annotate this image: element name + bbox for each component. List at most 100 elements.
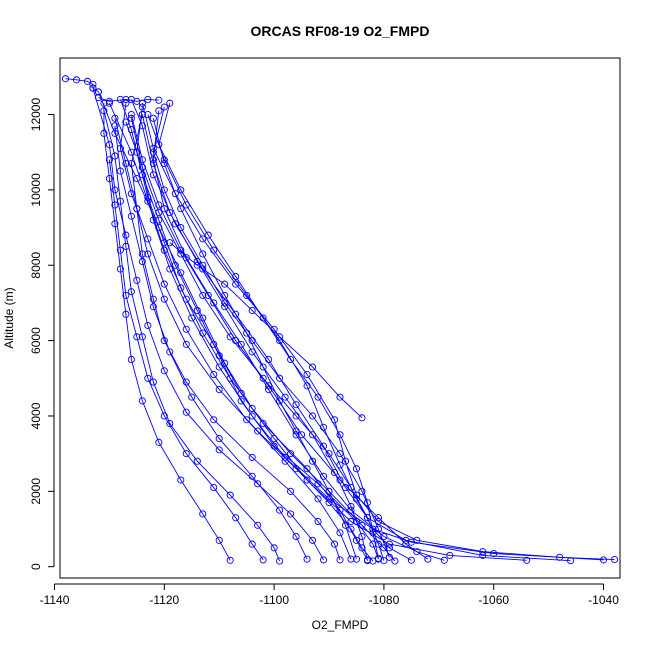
data-point <box>204 231 212 239</box>
data-point <box>248 540 256 548</box>
data-point <box>210 340 218 348</box>
data-point <box>402 540 410 548</box>
y-tick-label: 4000 <box>29 402 43 429</box>
data-point <box>177 269 185 277</box>
data-point <box>276 506 284 514</box>
data-point <box>160 205 168 213</box>
data-point <box>199 261 207 269</box>
profile-line <box>152 110 445 561</box>
data-point <box>138 122 146 130</box>
data-point <box>248 472 256 480</box>
data-point <box>133 276 141 284</box>
data-point <box>127 110 135 119</box>
data-point <box>523 556 531 564</box>
data-point <box>166 348 174 356</box>
data-point <box>177 224 185 232</box>
data-point <box>232 337 240 345</box>
profile-26 <box>94 94 163 105</box>
data-point <box>287 510 295 518</box>
data-point <box>276 557 284 565</box>
data-point <box>221 299 229 307</box>
data-point <box>193 457 201 465</box>
data-point <box>556 553 564 561</box>
chart-title: ORCAS RF08-19 O2_FMPD <box>251 23 430 39</box>
data-point <box>215 536 223 544</box>
data-point <box>182 450 190 458</box>
profile-line <box>152 118 357 560</box>
data-point <box>105 97 113 105</box>
data-point <box>149 114 157 122</box>
data-point <box>127 288 135 296</box>
data-point <box>303 382 311 390</box>
data-point <box>479 548 487 556</box>
data-point <box>122 159 130 168</box>
data-point <box>138 333 146 341</box>
data-point <box>138 156 146 164</box>
data-point <box>127 190 135 198</box>
data-point <box>215 435 223 443</box>
data-point <box>374 525 382 533</box>
data-point <box>138 397 146 405</box>
data-point <box>160 186 168 194</box>
data-point <box>89 84 97 92</box>
data-point <box>369 540 377 548</box>
profile-line <box>103 103 231 561</box>
profile-line <box>114 118 374 562</box>
data-point <box>166 239 174 247</box>
profile-8 <box>149 107 448 564</box>
data-point <box>325 487 333 495</box>
data-point <box>259 374 267 382</box>
data-point <box>232 280 240 288</box>
data-point <box>254 480 262 488</box>
data-point <box>287 487 295 495</box>
data-point <box>358 414 366 422</box>
data-point <box>347 525 355 533</box>
data-point <box>177 284 185 292</box>
data-point <box>127 212 135 220</box>
data-point <box>336 393 344 401</box>
data-point <box>166 208 174 217</box>
data-point <box>182 340 190 348</box>
y-tick-label: 10000 <box>29 173 43 207</box>
y-tick-label: 8000 <box>29 252 43 279</box>
data-point <box>259 363 267 371</box>
data-point <box>369 557 377 565</box>
data-point <box>122 231 130 239</box>
data-point <box>144 250 152 258</box>
data-point <box>303 476 311 484</box>
data-point <box>610 555 619 564</box>
data-point <box>155 201 163 209</box>
data-point <box>177 246 185 254</box>
profile-10 <box>100 107 284 565</box>
profile-line <box>130 114 429 560</box>
data-point <box>243 291 251 299</box>
data-point <box>188 314 196 322</box>
data-point <box>72 76 81 84</box>
plot-area <box>61 75 619 565</box>
y-tick-label: 6000 <box>29 327 43 354</box>
data-point <box>100 129 108 137</box>
data-point <box>122 99 130 107</box>
data-point <box>122 95 130 103</box>
data-point <box>380 533 388 541</box>
data-point <box>314 517 322 526</box>
data-point <box>413 548 421 556</box>
data-point <box>292 465 300 473</box>
data-point <box>352 491 361 499</box>
profile-18 <box>111 122 311 563</box>
data-point <box>204 291 212 299</box>
profile-7 <box>116 99 355 563</box>
data-point <box>287 450 295 458</box>
data-point <box>210 370 218 379</box>
data-point <box>330 416 339 424</box>
data-point <box>171 190 179 198</box>
data-point <box>133 333 141 341</box>
data-point <box>292 533 300 541</box>
data-point <box>182 325 190 333</box>
data-point <box>177 476 185 484</box>
data-point <box>215 363 223 371</box>
profile-21 <box>111 114 377 565</box>
data-point <box>166 419 174 428</box>
